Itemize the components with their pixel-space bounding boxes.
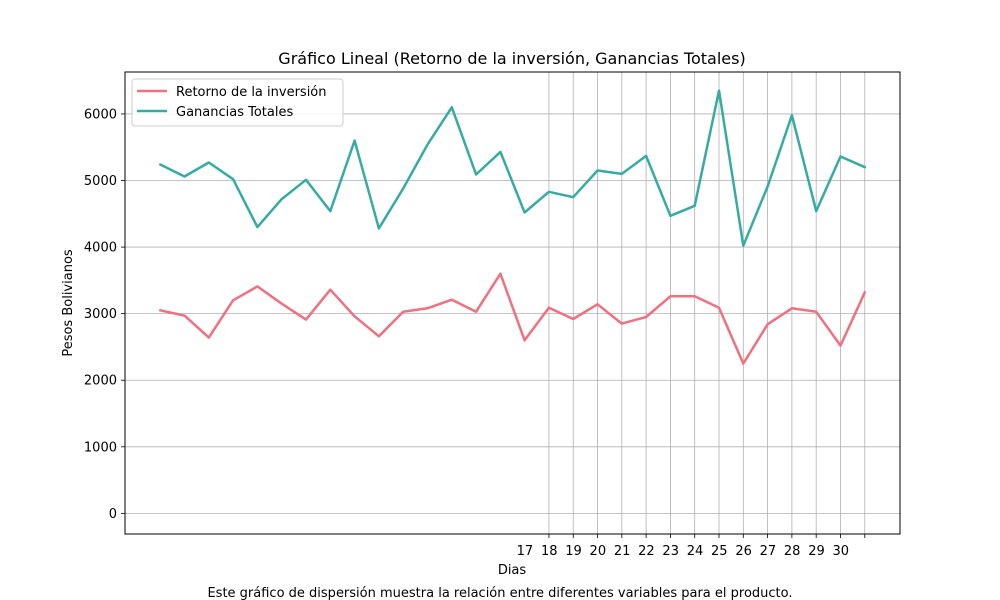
plot-frame [124,71,901,535]
legend-box [131,78,344,127]
x-tick-label: 25 [711,544,728,559]
x-tick-label: 29 [808,544,825,559]
x-tick-label: 26 [735,544,752,559]
plot-background [125,72,900,534]
x-tick-label: 30 [832,544,849,559]
x-tick-label: 27 [760,544,777,559]
x-tick-label: 20 [590,544,607,559]
chart-caption: Este gráfico de dispersión muestra la re… [207,586,792,600]
x-tick-label: 18 [541,544,558,559]
x-tick-label: 28 [784,544,801,559]
x-axis-label: Dias [498,563,527,578]
chart-title: Gráfico Lineal (Retorno de la inversión,… [278,49,745,68]
y-tick-label: 4000 [84,241,117,256]
y-tick-label: 5000 [84,174,117,189]
y-tick-label: 3000 [84,307,117,322]
y-tick-label: 0 [109,507,117,522]
series-line-0 [158,272,867,365]
y-axis-label: Pesos Bolivianos [61,249,76,357]
legend: Retorno de la inversión Ganancias Totale… [131,78,344,127]
x-tick-label: 17 [517,544,534,559]
legend-label-roi: Retorno de la inversión [176,85,327,100]
axis-ticks: 0 1000 2000 3000 4000 5000 6000 17 18 19 20 21 22 23 2… [84,107,866,559]
y-tick-label: 2000 [84,374,117,389]
x-tick-label: 24 [687,544,704,559]
grid-lines [125,72,900,534]
series-line-1 [158,89,867,247]
legend-label-ganancias: Ganancias Totales [176,105,293,120]
series-lines [158,89,867,365]
y-tick-label: 1000 [84,440,117,455]
x-tick-label: 19 [565,544,582,559]
x-tick-label: 21 [614,544,631,559]
y-tick-label: 6000 [84,107,117,122]
x-tick-label: 23 [662,544,679,559]
x-tick-label: 22 [638,544,655,559]
